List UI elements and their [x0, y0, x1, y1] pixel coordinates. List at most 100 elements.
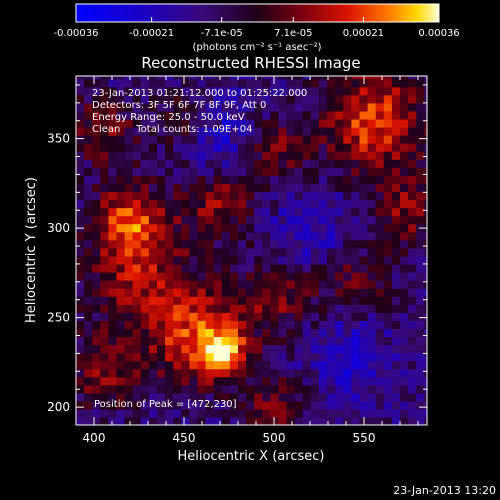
heatmap-cell [262, 360, 271, 370]
heatmap-cell [335, 263, 344, 273]
heatmap-cell [76, 344, 85, 354]
heatmap-cell [92, 223, 101, 233]
heatmap-cell [408, 215, 417, 225]
heatmap-cell [400, 312, 409, 321]
heatmap-cell [408, 167, 417, 176]
heatmap-cell [157, 336, 166, 346]
heatmap-cell [246, 183, 255, 193]
heatmap-cell [424, 336, 427, 346]
heatmap-cell [100, 271, 109, 281]
heatmap-cell [100, 239, 109, 249]
heatmap-cell [383, 271, 393, 281]
heatmap-cell [400, 368, 409, 378]
heatmap-cell [416, 231, 425, 241]
heatmap-cell [416, 191, 425, 201]
heatmap-cell [229, 280, 239, 289]
heatmap-cell [84, 280, 93, 289]
heatmap-cell [173, 191, 182, 201]
heatmap-cell [270, 384, 280, 394]
heatmap-cell [359, 223, 369, 233]
heatmap-cell [238, 199, 247, 209]
heatmap-cell [140, 215, 150, 225]
heatmap-cell [140, 191, 150, 201]
heatmap-cell [294, 231, 304, 241]
heatmap-cell [359, 336, 369, 346]
heatmap-cell [262, 280, 271, 289]
heatmap-cell [197, 368, 207, 378]
heatmap-cell [140, 271, 150, 281]
heatmap-cell [100, 175, 109, 184]
heatmap-cell [383, 376, 393, 386]
heatmap-cell [335, 288, 344, 297]
heatmap-cell [221, 376, 231, 386]
heatmap-cell [294, 296, 304, 305]
heatmap-cell [108, 127, 118, 136]
heatmap-cell [165, 296, 174, 305]
heatmap-cell [335, 102, 344, 112]
heatmap-cell [165, 416, 174, 425]
heatmap-cell [197, 223, 207, 233]
heatmap-cell [100, 183, 109, 193]
heatmap-cell [391, 400, 401, 410]
heatmap-cell [181, 76, 190, 80]
heatmap-cell [319, 239, 328, 249]
heatmap-cell [335, 207, 344, 217]
heatmap-cell [84, 255, 93, 265]
heatmap-cell [124, 328, 134, 337]
heatmap-cell [359, 255, 369, 265]
heatmap-cell [270, 336, 280, 346]
heatmap-cell [391, 159, 401, 168]
heatmap-cell [254, 183, 263, 193]
heatmap-cell [383, 408, 393, 418]
heatmap-cell [400, 86, 409, 96]
heatmap-cell [221, 151, 231, 160]
heatmap-cell [221, 239, 231, 249]
heatmap-cell [76, 159, 85, 168]
heatmap-cell [367, 175, 377, 184]
heatmap-cell [408, 288, 417, 297]
heatmap-cell [92, 231, 101, 241]
heatmap-cell [270, 175, 280, 184]
heatmap-cell [319, 167, 328, 176]
heatmap-cell [359, 312, 369, 321]
heatmap-cell [319, 110, 328, 120]
heatmap-cell [221, 127, 231, 136]
heatmap-cell [84, 288, 93, 297]
heatmap-cell [351, 408, 361, 418]
heatmap-cell [383, 143, 393, 152]
heatmap-cell [84, 304, 93, 313]
heatmap-cell [148, 127, 158, 136]
heatmap-cell [148, 102, 158, 112]
heatmap-cell [408, 304, 417, 313]
heatmap-cell [351, 127, 361, 136]
heatmap-cell [205, 384, 215, 394]
heatmap-cell [84, 352, 93, 362]
heatmap-cell [375, 143, 385, 152]
heatmap-cell [408, 376, 417, 386]
heatmap-cell [157, 304, 166, 313]
heatmap-cell [229, 183, 239, 193]
heatmap-cell [424, 255, 427, 265]
heatmap-cell [76, 76, 85, 80]
heatmap-cell [319, 280, 328, 289]
heatmap-cell [229, 255, 239, 265]
heatmap-cell [383, 239, 393, 249]
heatmap-cell [327, 76, 336, 80]
heatmap-cell [383, 215, 393, 225]
heatmap-cell [335, 336, 344, 346]
heatmap-cell [84, 207, 93, 217]
heatmap-cell [189, 127, 199, 136]
heatmap-cell [116, 231, 126, 241]
heatmap-cell [367, 207, 377, 217]
heatmap-cell [108, 143, 118, 152]
heatmap-cell [278, 143, 288, 152]
heatmap-cell [205, 159, 215, 168]
heatmap-cell [327, 336, 336, 346]
heatmap-cell [254, 167, 263, 176]
heatmap-cell [302, 199, 312, 209]
heatmap-cell [302, 408, 312, 418]
heatmap-cell [302, 239, 312, 249]
heatmap-cell [181, 94, 190, 104]
heatmap-cell [383, 288, 393, 297]
heatmap-cell [165, 167, 174, 176]
